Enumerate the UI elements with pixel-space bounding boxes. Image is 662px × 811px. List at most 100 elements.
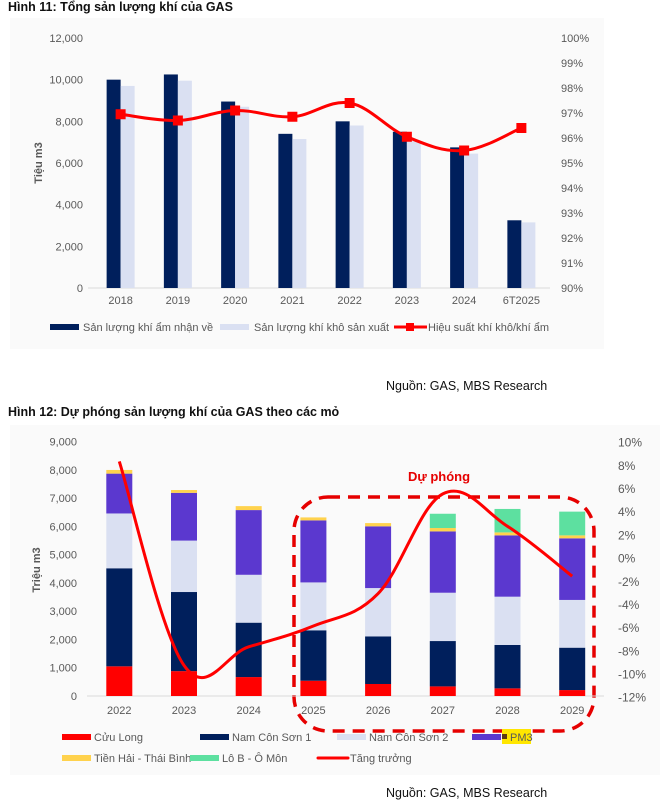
legend-swatch-wet-gas <box>50 324 79 330</box>
y2-tick-label: -4% <box>618 598 640 612</box>
efficiency-marker <box>401 131 412 142</box>
bar-nam-con-son-1 <box>171 592 197 672</box>
figure-11-title: Hình 11: Tổng sản lượng khí của GAS <box>8 0 233 14</box>
bar-pm3 <box>365 526 392 589</box>
y-axis-title: Triệu m3 <box>31 547 43 592</box>
y2-tick-label: 8% <box>618 459 636 473</box>
y-tick-label: 0 <box>71 691 77 703</box>
x-tick-label: 2025 <box>301 705 325 717</box>
y2-tick-label: -2% <box>618 575 640 589</box>
legend-swatch-cuu-long <box>62 734 91 740</box>
bar-nam-con-son-1 <box>365 636 392 684</box>
y2-tick-label: 100% <box>561 33 589 45</box>
figure-12-title: Hình 12: Dự phóng sản lượng khí của GAS … <box>8 405 340 419</box>
efficiency-marker <box>344 98 355 108</box>
bar-cuu-long <box>106 666 133 696</box>
bar-cuu-long <box>235 677 262 696</box>
bar-tien-hai-thai-binh <box>106 469 133 474</box>
legend-label-nam-con-son-2: Nam Côn Sơn 2 <box>369 732 448 744</box>
legend-label-efficiency: Hiệu suất khí khô/khí ẩm <box>428 322 549 334</box>
y2-tick-label: 6% <box>618 482 636 496</box>
bar-dry-gas <box>464 153 479 288</box>
legend-highlight <box>502 729 531 744</box>
legend-label-tien-hai-thai-binh: Tiền Hải - Thái Bình <box>94 753 191 765</box>
bar-dry-gas <box>120 85 135 289</box>
bar-lo-b-o-mon <box>429 513 456 529</box>
legend-swatch-nam-con-son-2 <box>337 734 366 740</box>
bar-pm3 <box>235 510 262 575</box>
bar-lo-b-o-mon <box>559 511 586 536</box>
growth-line <box>117 460 574 680</box>
y2-tick-label: 0% <box>618 552 636 566</box>
legend-label-growth: Tăng trưởng <box>350 753 412 765</box>
bar-cuu-long <box>429 686 456 696</box>
x-tick-label: 2027 <box>431 705 455 717</box>
bar-tien-hai-thai-binh <box>365 523 392 527</box>
bar-nam-con-son-1 <box>429 641 456 687</box>
y-tick-label: 0 <box>77 283 83 295</box>
legend-highlight-marker <box>502 734 507 739</box>
bar-cuu-long <box>300 680 327 696</box>
efficiency-line <box>120 100 522 153</box>
figure-11-source: Nguồn: GAS, MBS Research <box>386 379 548 393</box>
bar-dry-gas <box>406 141 421 288</box>
x-tick-label: 2023 <box>172 705 196 717</box>
legend-marker-efficiency <box>406 323 414 331</box>
bar-nam-con-son-1 <box>494 644 521 689</box>
y-axis-title: Tiệu m3 <box>33 142 45 183</box>
bar-dry-gas <box>521 222 536 288</box>
y2-tick-label: 4% <box>618 505 636 519</box>
bar-nam-con-son-2 <box>235 574 262 623</box>
efficiency-marker <box>287 111 298 122</box>
efficiency-marker <box>230 105 241 116</box>
y2-tick-label: 94% <box>561 183 583 195</box>
y-tick-label: 6,000 <box>49 521 77 533</box>
bar-nam-con-son-1 <box>235 622 262 678</box>
x-tick-label: 2020 <box>223 295 247 307</box>
bar-nam-con-son-2 <box>171 540 197 593</box>
bar-dry-gas <box>292 139 307 288</box>
y2-tick-label: -12% <box>618 691 646 705</box>
bar-tien-hai-thai-binh <box>559 535 586 539</box>
y2-tick-label: 91% <box>561 258 583 270</box>
y2-tick-label: 99% <box>561 58 583 70</box>
legend-label-dry-gas: Sản lượng khí khô sản xuất <box>254 322 389 334</box>
bar-pm3 <box>171 492 197 541</box>
y-tick-label: 8,000 <box>49 465 77 477</box>
bar-nam-con-son-1 <box>559 647 586 691</box>
y-tick-label: 9,000 <box>49 437 77 449</box>
y-tick-label: 10,000 <box>49 75 83 87</box>
legend-label-nam-con-son-1: Nam Côn Sơn 1 <box>232 732 311 744</box>
bar-nam-con-son-1 <box>300 630 327 681</box>
legend-swatch-nam-con-son-1 <box>200 734 229 740</box>
y-tick-label: 7,000 <box>49 493 77 505</box>
bar-pm3 <box>429 531 456 593</box>
bar-wet-gas <box>163 74 178 288</box>
efficiency-marker <box>516 123 527 133</box>
y-tick-label: 6,000 <box>55 158 83 170</box>
bar-cuu-long <box>494 688 521 696</box>
bar-tien-hai-thai-binh <box>429 528 456 532</box>
x-tick-label: 2026 <box>366 705 390 717</box>
x-tick-label: 2028 <box>495 705 519 717</box>
y-tick-label: 3,000 <box>49 606 77 618</box>
x-tick-label: 2022 <box>107 705 131 717</box>
y2-tick-label: 95% <box>561 158 583 170</box>
bar-wet-gas <box>335 121 350 288</box>
efficiency-marker <box>459 145 470 156</box>
y2-tick-label: 96% <box>561 133 583 145</box>
bar-wet-gas <box>392 131 407 288</box>
bar-pm3 <box>494 535 521 597</box>
bar-cuu-long <box>365 683 392 696</box>
x-tick-label: 2024 <box>236 705 260 717</box>
bar-wet-gas <box>106 79 121 289</box>
bar-wet-gas <box>450 147 465 288</box>
bar-cuu-long <box>559 690 586 696</box>
bar-tien-hai-thai-binh <box>171 490 197 493</box>
bar-nam-con-son-2 <box>365 588 392 637</box>
y-tick-label: 1,000 <box>49 663 77 675</box>
x-tick-label: 2024 <box>452 295 476 307</box>
y2-tick-label: 2% <box>618 528 636 542</box>
